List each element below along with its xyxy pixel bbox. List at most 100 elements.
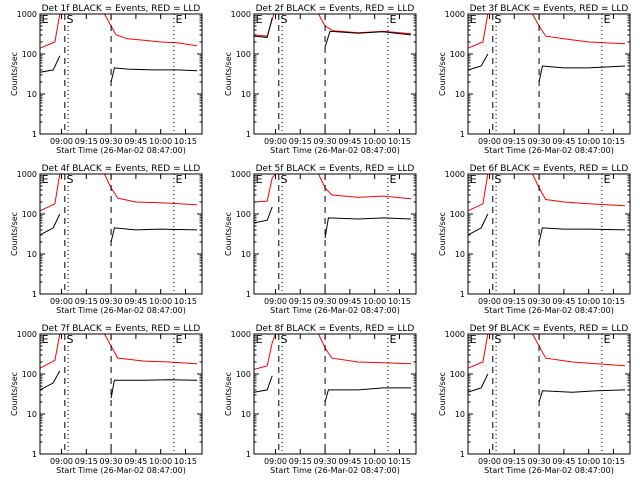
red-lld-series-line	[468, 334, 626, 369]
y-tick-label: 1	[460, 130, 465, 139]
black-events-series-line	[254, 206, 412, 239]
y-tick-label: 100	[450, 210, 465, 219]
x-tick-label: 09:15	[75, 297, 98, 306]
x-tick-label: 09:45	[124, 297, 147, 306]
y-tick-label: 10	[27, 410, 37, 419]
x-tick-label: 09:30	[314, 297, 337, 306]
plot-frame	[253, 333, 417, 455]
y-axis-label: Counts/sec	[224, 372, 233, 416]
x-tick-label: 09:45	[552, 457, 575, 466]
y-tick-label: 100	[236, 210, 251, 219]
x-tick-label: 10:00	[363, 297, 386, 306]
y-axis-label: Counts/sec	[224, 212, 233, 256]
x-tick-label: 09:45	[552, 137, 575, 146]
plot-frame	[253, 13, 417, 135]
x-tick-label: 10:00	[363, 137, 386, 146]
y-tick-label: 1000	[445, 330, 465, 339]
y-tick-label: 1	[32, 450, 37, 459]
x-tick-label: 09:00	[478, 457, 501, 466]
x-tick-label: 09:15	[503, 457, 526, 466]
y-tick-label: 100	[22, 370, 37, 379]
y-tick-label: 1000	[17, 330, 37, 339]
chart-title: Det 7f BLACK = Events, RED = LLD	[42, 324, 201, 334]
x-tick-label: 09:45	[124, 137, 147, 146]
event-marker-label: E	[390, 13, 397, 26]
y-tick-label: 1000	[231, 10, 251, 19]
event-marker-label: E	[470, 333, 477, 346]
plot-frame	[467, 333, 631, 455]
x-tick-label: 10:00	[149, 297, 172, 306]
black-events-series-line	[254, 17, 412, 48]
y-tick-label: 1000	[17, 170, 37, 179]
x-tick-label: 09:00	[50, 457, 73, 466]
red-lld-series-line	[254, 174, 412, 203]
y-axis-label: Counts/sec	[438, 372, 447, 416]
event-marker-label: S	[280, 13, 287, 26]
x-tick-label: 10:15	[602, 137, 625, 146]
event-marker-label: E	[390, 333, 397, 346]
x-tick-label: 10:15	[174, 297, 197, 306]
x-tick-label: 10:00	[149, 137, 172, 146]
y-tick-label: 10	[27, 250, 37, 259]
y-tick-label: 10	[455, 250, 465, 259]
x-tick-label: 10:15	[388, 457, 411, 466]
y-tick-label: 100	[450, 50, 465, 59]
y-tick-label: 1	[460, 290, 465, 299]
x-tick-label: 09:30	[100, 457, 123, 466]
x-tick-label: 09:30	[314, 137, 337, 146]
plot-frame	[253, 173, 417, 295]
event-marker-label: E	[390, 173, 397, 186]
chart-title: Det 4f BLACK = Events, RED = LLD	[42, 164, 201, 174]
black-events-series-line	[40, 213, 198, 243]
event-marker-label: S	[280, 173, 287, 186]
x-tick-label: 10:15	[174, 457, 197, 466]
event-marker-label: E	[604, 13, 611, 26]
x-tick-label: 10:15	[388, 137, 411, 146]
x-tick-label: 09:15	[75, 137, 98, 146]
x-tick-label: 09:30	[100, 137, 123, 146]
y-tick-label: 1	[246, 290, 251, 299]
x-tick-label: 10:00	[577, 137, 600, 146]
chart-title: Det 6f BLACK = Events, RED = LLD	[470, 164, 629, 174]
event-marker-label: E	[604, 173, 611, 186]
black-events-series-line	[40, 370, 198, 399]
black-events-series-line	[468, 373, 626, 403]
y-tick-label: 1	[460, 450, 465, 459]
x-tick-label: 10:00	[363, 457, 386, 466]
event-marker-label: S	[66, 13, 73, 26]
y-tick-label: 1000	[231, 330, 251, 339]
x-axis-label: Start Time (26-Mar-02 08:47:00)	[484, 306, 614, 315]
event-marker-label: E	[604, 333, 611, 346]
x-tick-label: 10:00	[577, 297, 600, 306]
event-marker-label: E	[42, 13, 49, 26]
x-tick-label: 09:15	[289, 457, 312, 466]
y-tick-label: 100	[236, 50, 251, 59]
event-marker-label: E	[42, 173, 49, 186]
x-axis-label: Start Time (26-Mar-02 08:47:00)	[484, 146, 614, 155]
x-axis-label: Start Time (26-Mar-02 08:47:00)	[270, 466, 400, 475]
y-tick-label: 1000	[445, 170, 465, 179]
y-tick-label: 100	[236, 370, 251, 379]
x-tick-label: 10:00	[577, 457, 600, 466]
x-axis-label: Start Time (26-Mar-02 08:47:00)	[56, 466, 186, 475]
event-marker-label: E	[256, 173, 263, 186]
y-tick-label: 100	[22, 210, 37, 219]
x-tick-label: 09:45	[552, 297, 575, 306]
x-tick-label: 10:15	[602, 297, 625, 306]
chart-title: Det 3f BLACK = Events, RED = LLD	[470, 4, 629, 14]
x-axis-label: Start Time (26-Mar-02 08:47:00)	[270, 146, 400, 155]
x-tick-label: 09:00	[478, 137, 501, 146]
x-tick-label: 10:15	[602, 457, 625, 466]
red-lld-series-line	[40, 174, 198, 212]
event-marker-label: E	[470, 13, 477, 26]
y-tick-label: 1	[246, 130, 251, 139]
x-tick-label: 09:00	[264, 137, 287, 146]
event-marker-label: S	[66, 173, 73, 186]
red-lld-series-line	[254, 14, 412, 37]
y-tick-label: 1000	[17, 10, 37, 19]
